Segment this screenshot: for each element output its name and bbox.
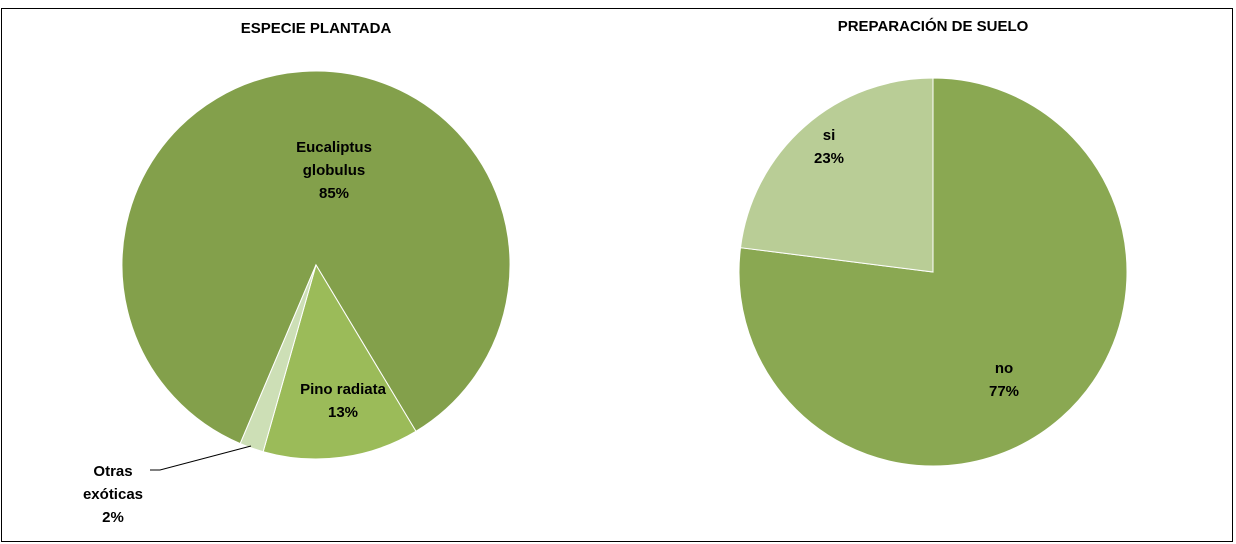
slice-value-label: 2% [102,509,124,526]
chart-title: PREPARACIÓN DE SUELO [837,18,1029,35]
slice-label: Pino radiata [300,381,386,398]
slice-value-label: 77% [988,383,1020,400]
slice-value-label: 23% [813,150,845,167]
pie-slice [738,77,1128,467]
slice-label: Eucaliptus globulus [296,139,372,179]
slice-label: Otras exóticas [82,463,144,503]
slice-label: no [994,360,1014,377]
chart-title: ESPECIE PLANTADA [240,20,392,37]
pie-slice [121,70,511,445]
pie-slice [739,77,934,273]
pie-slice [262,263,417,460]
leader-line [150,445,252,471]
slice-value-label: 13% [327,404,359,421]
slice-value-label: 85% [318,185,350,202]
pie-slice [239,264,317,453]
chart-frame [1,8,1233,542]
slice-label: si [822,127,836,144]
